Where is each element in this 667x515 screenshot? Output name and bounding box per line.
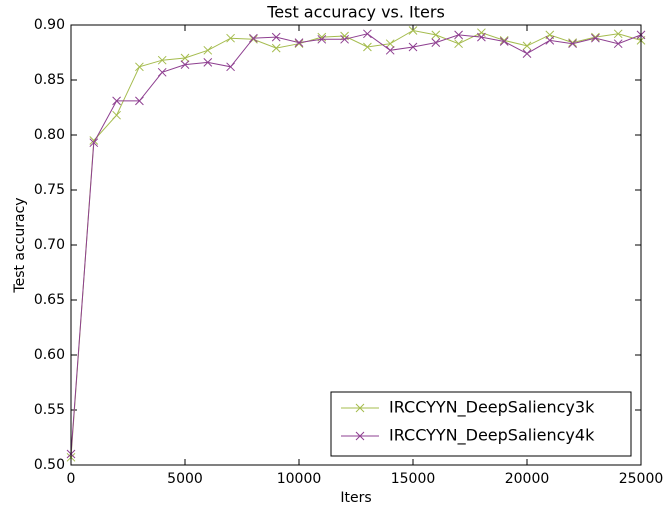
y-tick-label: 0.80 [34,127,65,143]
point-marker [157,67,167,77]
point-marker [271,43,281,53]
point-marker [271,32,281,42]
point-marker [431,30,441,40]
point-marker [180,53,190,63]
x-tick-label: 0 [67,471,76,487]
point-marker [568,38,577,47]
point-marker [613,39,623,49]
series-line [70,33,642,455]
point-marker [568,39,577,49]
point-marker [203,45,213,55]
point-marker [408,42,418,52]
point-marker [522,49,532,58]
legend-box [330,391,632,457]
y-axis-label: Test accuracy [12,197,28,293]
point-marker [249,33,258,43]
point-marker [454,30,463,40]
point-marker [454,39,463,49]
y-tick-label: 0.60 [34,347,65,363]
y-tick-label: 0.70 [34,237,65,253]
chart-title: Test accuracy vs. Iters [266,3,445,22]
plot-frame [70,24,642,466]
y-tick-label: 0.50 [34,457,65,473]
point-marker [591,32,600,42]
point-marker [89,138,99,148]
legend-marker [355,431,365,441]
x-tick-label: 15000 [391,471,436,487]
x-tick-label: 25000 [619,471,664,487]
legend-marker [355,403,365,413]
point-marker [226,33,235,43]
point-marker [203,58,213,67]
point-marker [477,28,486,38]
x-tick-label: 5000 [167,471,203,487]
point-marker [385,45,395,55]
x-axis-label: Iters [340,490,371,506]
point-marker [317,34,327,44]
point-marker [408,26,418,35]
point-marker [157,55,167,65]
y-tick-label: 0.75 [34,182,65,198]
point-marker [294,39,304,49]
point-marker [135,96,144,106]
point-marker [499,37,509,46]
point-marker [613,29,623,39]
point-marker [431,38,441,47]
y-tick-label: 0.55 [34,402,65,418]
x-tick-label: 10000 [277,471,322,487]
point-marker [363,29,372,39]
legend-label: IRCCYYN_DeepSaliency4k [389,426,595,446]
point-marker [135,62,144,72]
y-tick-label: 0.90 [34,17,65,33]
y-tick-label: 0.85 [34,72,65,88]
x-tick-label: 20000 [505,471,550,487]
point-marker [545,36,555,45]
point-marker [226,62,235,72]
point-marker [477,32,486,42]
point-marker [591,33,600,43]
point-marker [180,60,190,69]
y-tick-label: 0.65 [34,292,65,308]
point-marker [340,34,349,44]
point-marker [385,39,395,49]
point-marker [294,38,304,47]
point-marker [363,42,372,52]
point-marker [112,110,121,120]
point-marker [522,41,532,51]
legend-label: IRCCYYN_DeepSaliency3k [389,398,595,418]
point-marker [112,96,121,106]
